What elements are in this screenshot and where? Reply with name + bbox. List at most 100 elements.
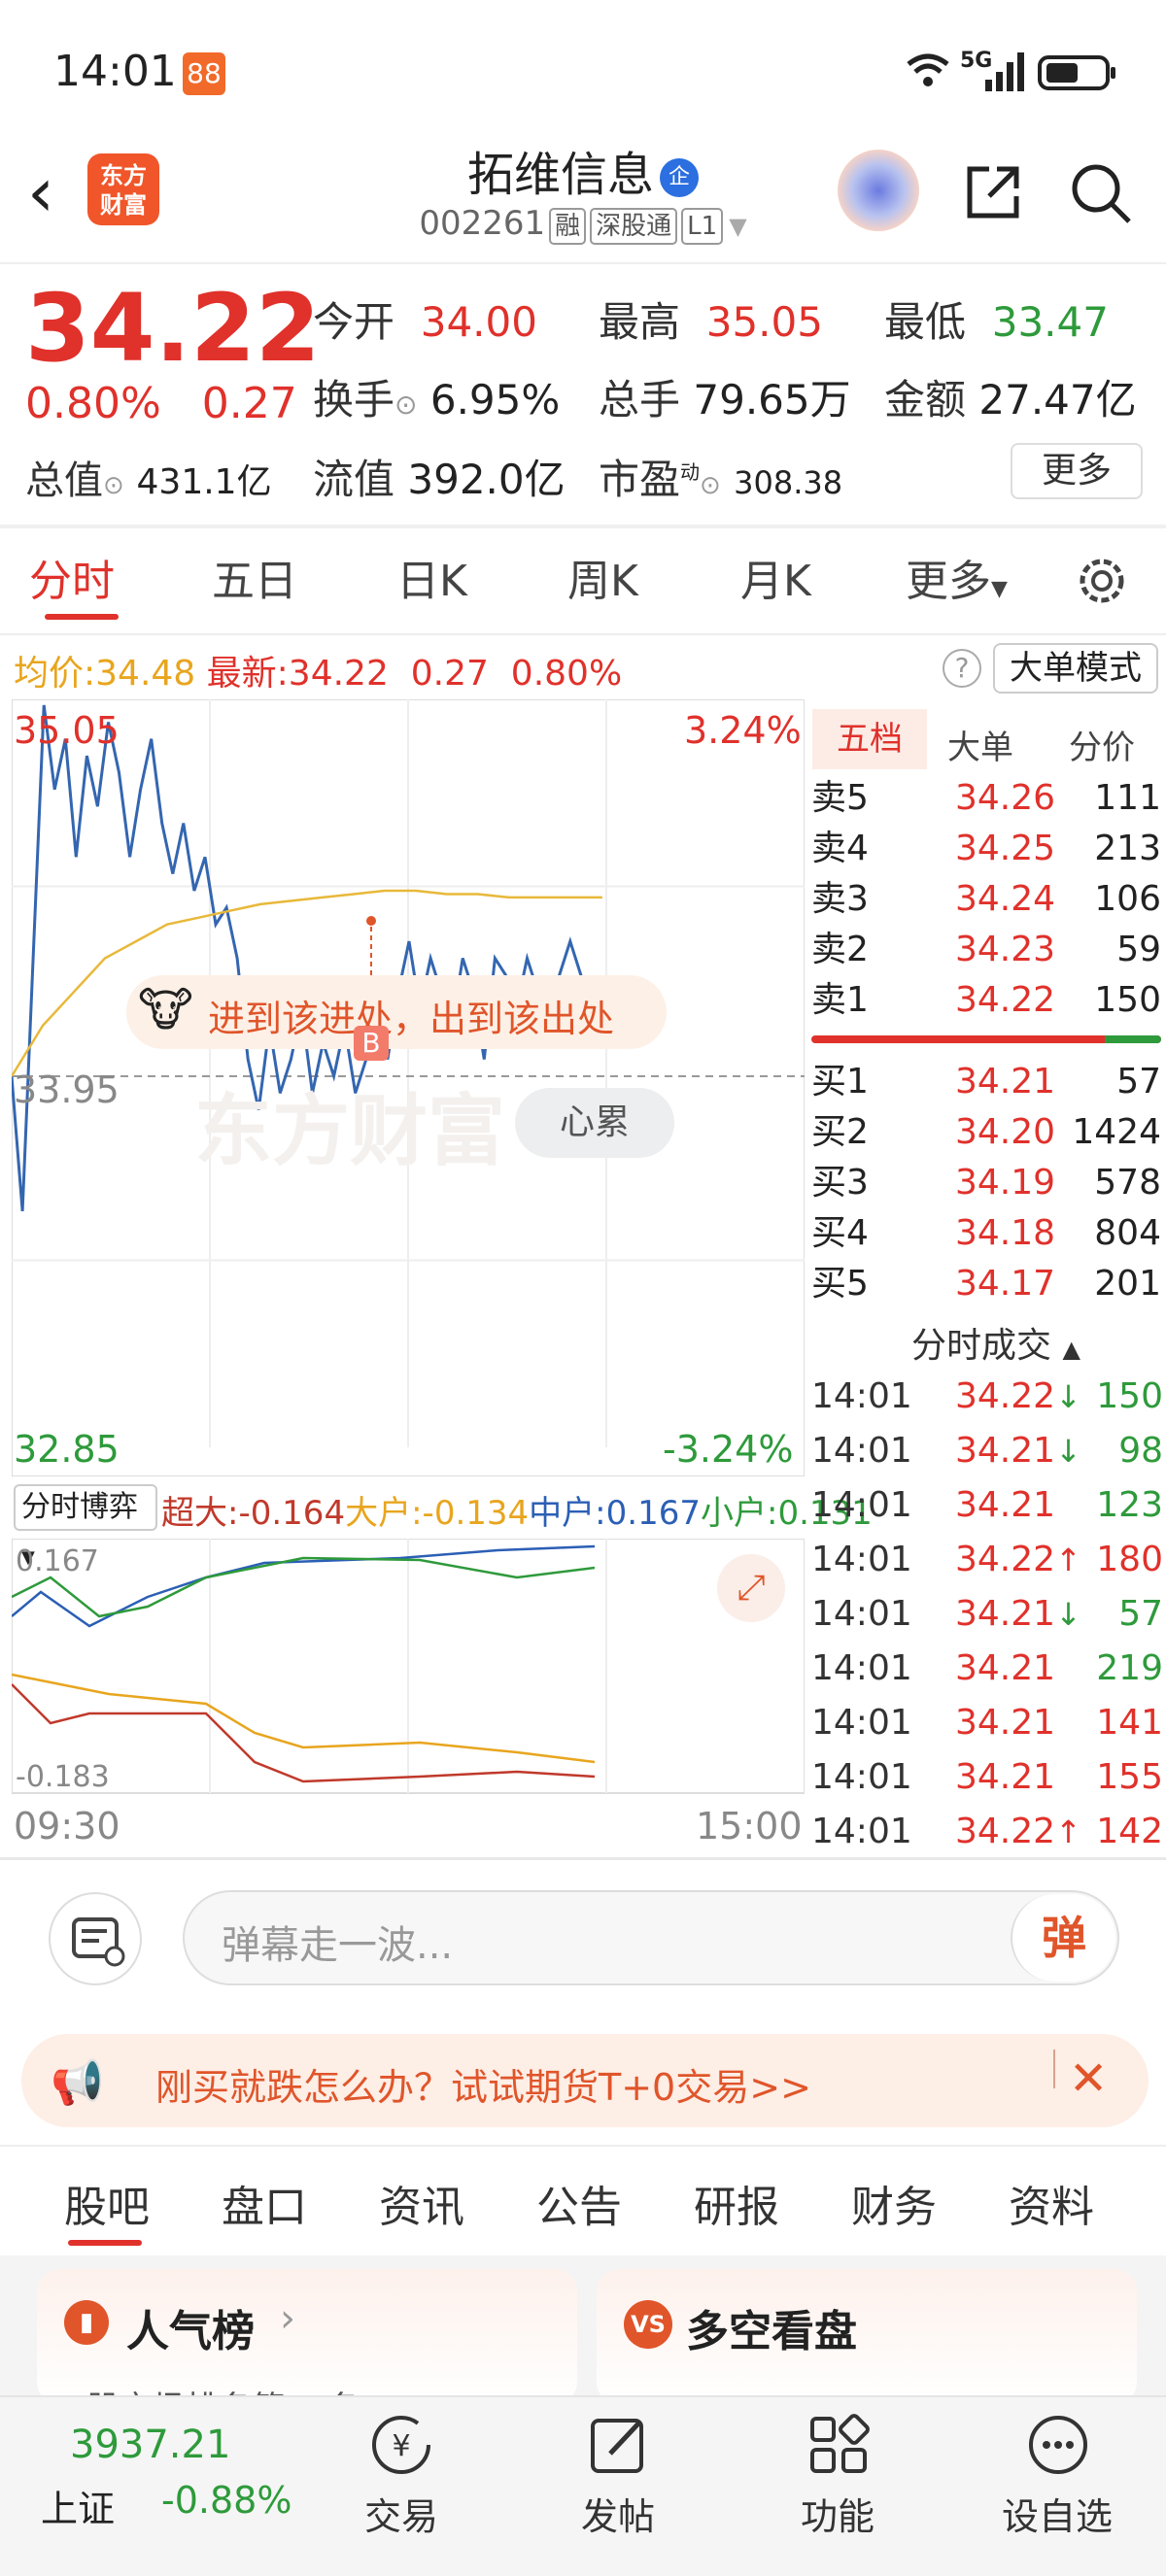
promo-banner[interactable]: [21, 2034, 1149, 2127]
comment-list-icon[interactable]: [49, 1892, 142, 1985]
quote-turnover: 换手⊙ 6.95%: [313, 376, 561, 424]
promo-text[interactable]: 刚买就跌怎么办？试试期货T+0交易>>: [155, 2066, 811, 2109]
nav-post[interactable]: 发帖: [580, 2495, 655, 2538]
nav-add-watchlist[interactable]: 设自选: [1001, 2495, 1113, 2538]
tick-row[interactable]: 14:01 34.22↑ 180: [811, 1533, 1163, 1587]
level-name: 买1: [811, 1062, 869, 1102]
post-icon[interactable]: [583, 2409, 655, 2481]
orderbook-row[interactable]: 卖3 34.24 106: [811, 874, 1161, 925]
flow-chart[interactable]: [12, 1539, 805, 1801]
price-axis-bottom: 32.85: [14, 1428, 120, 1471]
index-value[interactable]: 3937.21: [70, 2423, 231, 2467]
orderbook-row[interactable]: 买2 34.20 1424: [811, 1107, 1161, 1158]
ai-robot-avatar[interactable]: [838, 150, 919, 231]
nav-trade[interactable]: 交易: [363, 2495, 438, 2538]
tick-row[interactable]: 14:01 34.21 155: [811, 1750, 1163, 1805]
nav-functions[interactable]: 功能: [800, 2495, 874, 2538]
tab-pankou[interactable]: 盘口: [222, 2183, 307, 2232]
level-price: 34.23: [955, 930, 1056, 969]
back-button[interactable]: ‹: [27, 153, 54, 232]
stock-code: 002261: [419, 204, 546, 243]
enterprise-badge: 企: [660, 158, 699, 197]
orderbook-row[interactable]: 卖1 34.22 150: [811, 975, 1161, 1026]
level-volume: 578: [1094, 1163, 1161, 1203]
index-change[interactable]: -0.88%: [161, 2479, 292, 2522]
stock-subtitle[interactable]: 002261 融深股通 L1 ▼: [0, 204, 1166, 245]
ticks-title[interactable]: 分时成交 ▲: [911, 1326, 1080, 1366]
orderbook-tab-price[interactable]: 分价: [1069, 729, 1135, 767]
tick-row[interactable]: 14:01 34.21 219: [811, 1642, 1163, 1696]
tab-more[interactable]: 更多▼: [906, 557, 1008, 606]
tick-row[interactable]: 14:01 34.22↓ 150: [811, 1370, 1163, 1424]
buy-marker[interactable]: B: [354, 1026, 389, 1061]
search-icon[interactable]: [1069, 161, 1133, 225]
settings-gear-icon[interactable]: [1073, 552, 1131, 610]
orderbook-tab-five[interactable]: 五档: [812, 709, 927, 769]
tick-time: 14:01: [811, 1594, 912, 1634]
level-price: 34.18: [955, 1213, 1056, 1253]
tick-direction-icon: ↑: [1055, 1813, 1081, 1850]
tick-row[interactable]: 14:01 34.22↑ 142: [811, 1805, 1163, 1859]
functions-icon[interactable]: [803, 2409, 874, 2481]
orderbook-row[interactable]: 买4 34.18 804: [811, 1208, 1161, 1259]
expand-icon[interactable]: ⤢: [717, 1554, 785, 1622]
flow-selector[interactable]: 分时博弈 ▼: [14, 1484, 157, 1568]
tab-intraday[interactable]: 分时: [29, 557, 115, 606]
level-volume: 1424: [1072, 1112, 1161, 1152]
orderbook-row[interactable]: 买1 34.21 57: [811, 1057, 1161, 1107]
tick-row[interactable]: 14:01 34.21↓ 57: [811, 1587, 1163, 1642]
tab-five-day[interactable]: 五日: [212, 557, 297, 606]
tab-news[interactable]: 资讯: [379, 2183, 464, 2232]
card-long-short[interactable]: VS 多空看盘: [597, 2269, 1137, 2405]
orderbook-row[interactable]: 买5 34.17 201: [811, 1259, 1161, 1309]
tick-price: 34.21↓: [955, 1431, 1081, 1471]
tab-daily-k[interactable]: 日K: [396, 557, 467, 606]
tick-direction-icon: ↑: [1055, 1542, 1081, 1578]
tick-row[interactable]: 14:01 34.21 141: [811, 1696, 1163, 1750]
flow-axis-top: 0.167: [16, 1544, 99, 1578]
tick-volume: 142: [1096, 1812, 1163, 1851]
level-price: 34.22: [955, 980, 1056, 1020]
tab-finance[interactable]: 财务: [851, 2183, 937, 2232]
index-name[interactable]: 上证: [41, 2488, 116, 2530]
trade-icon[interactable]: ¥: [365, 2409, 437, 2481]
tick-row[interactable]: 14:01 34.21 123: [811, 1478, 1163, 1533]
tag-margin: 融: [549, 208, 587, 245]
tab-weekly-k[interactable]: 周K: [567, 557, 638, 606]
danmu-input[interactable]: [183, 1890, 1119, 1985]
intraday-chart[interactable]: [12, 699, 805, 1476]
tab-research[interactable]: 研报: [694, 2183, 779, 2232]
tab-monthly-k[interactable]: 月K: [740, 557, 811, 606]
card-popularity[interactable]: ▮ 人气榜 › A股市场排名第44名: [37, 2269, 577, 2411]
tab-guba[interactable]: 股吧: [64, 2183, 150, 2232]
orderbook-row[interactable]: 买3 34.19 578: [811, 1158, 1161, 1208]
big-order-mode-button[interactable]: 大单模式: [993, 643, 1158, 694]
orderbook-row[interactable]: 卖5 34.26 111: [811, 773, 1161, 824]
quote-pe: 市盈动⊙ 308.38: [599, 456, 843, 503]
level-price: 34.20: [955, 1112, 1056, 1152]
eastmoney-logo[interactable]: 东方 财富: [87, 153, 159, 225]
tab-profile[interactable]: 资料: [1009, 2183, 1094, 2232]
orderbook-row[interactable]: 卖2 34.23 59: [811, 925, 1161, 975]
help-icon[interactable]: ?: [943, 649, 981, 688]
add-watchlist-icon[interactable]: [1022, 2409, 1094, 2481]
watermark: 东方财富: [194, 1086, 505, 1176]
flow-series-3: [12, 1683, 596, 1783]
tick-row[interactable]: 14:01 34.21↓ 98: [811, 1424, 1163, 1478]
tick-price: 34.22↓: [955, 1376, 1081, 1416]
orderbook-tab-big[interactable]: 大单: [947, 729, 1013, 767]
danmu-send-button[interactable]: 弹: [1011, 1894, 1115, 1982]
share-icon[interactable]: [962, 161, 1024, 223]
orderbook-row[interactable]: 卖4 34.25 213: [811, 824, 1161, 874]
tick-direction-icon: ↓: [1055, 1596, 1081, 1633]
tab-announcements[interactable]: 公告: [536, 2183, 622, 2232]
mood-overlay[interactable]: 心累: [515, 1088, 674, 1158]
annotation-bubble[interactable]: 🐮 进到该进处，出到该出处: [126, 975, 667, 1049]
close-icon[interactable]: ✕: [1069, 2051, 1109, 2106]
level-price: 34.19: [955, 1163, 1056, 1203]
tick-time: 14:01: [811, 1648, 912, 1688]
tick-price: 34.21: [955, 1757, 1056, 1797]
dropdown-icon: ▼: [729, 213, 747, 240]
more-button[interactable]: 更多: [1011, 443, 1143, 499]
quote-amount: 金额 27.47亿: [884, 376, 1137, 424]
